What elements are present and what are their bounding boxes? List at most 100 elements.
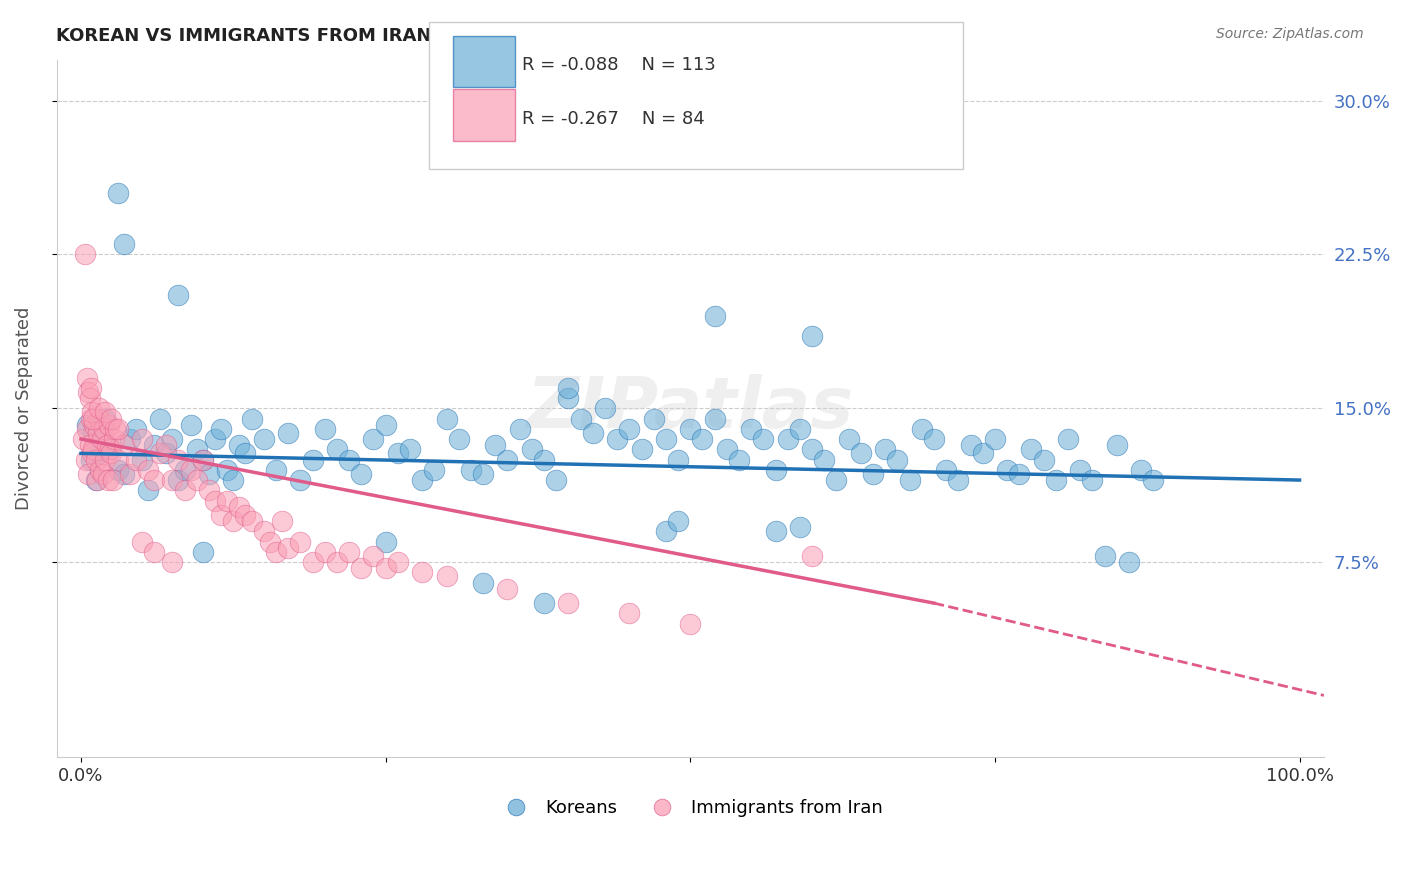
Point xyxy=(93,422,115,436)
Point xyxy=(557,391,579,405)
Point xyxy=(228,500,250,514)
Point xyxy=(1094,549,1116,563)
Point xyxy=(472,575,495,590)
Point xyxy=(789,422,811,436)
Point xyxy=(98,442,121,457)
Point xyxy=(87,425,110,440)
Point xyxy=(112,438,135,452)
Point xyxy=(89,446,111,460)
Point xyxy=(228,438,250,452)
Point xyxy=(73,247,96,261)
Point xyxy=(1118,555,1140,569)
Point xyxy=(948,473,970,487)
Point xyxy=(264,463,287,477)
Point xyxy=(277,541,299,555)
Point xyxy=(136,483,159,498)
Point xyxy=(83,417,105,432)
Point xyxy=(162,473,184,487)
Point xyxy=(235,508,257,522)
Point xyxy=(533,452,555,467)
Point xyxy=(136,463,159,477)
Point xyxy=(277,425,299,440)
Point xyxy=(94,411,117,425)
Point xyxy=(131,534,153,549)
Point xyxy=(217,463,239,477)
Point xyxy=(801,549,824,563)
Text: KOREAN VS IMMIGRANTS FROM IRAN DIVORCED OR SEPARATED CORRELATION CHART: KOREAN VS IMMIGRANTS FROM IRAN DIVORCED … xyxy=(56,27,922,45)
Point xyxy=(173,463,195,477)
Point xyxy=(198,483,221,498)
Point xyxy=(186,473,208,487)
Point xyxy=(801,329,824,343)
Point xyxy=(533,596,555,610)
Point xyxy=(104,422,127,436)
Point xyxy=(82,442,104,457)
Point xyxy=(76,422,98,436)
Point xyxy=(1081,473,1104,487)
Point xyxy=(155,446,177,460)
Point xyxy=(75,452,97,467)
Point xyxy=(813,452,835,467)
Point xyxy=(1142,473,1164,487)
Point xyxy=(76,370,98,384)
Point xyxy=(191,452,214,467)
Point xyxy=(204,432,226,446)
Point xyxy=(350,467,373,481)
Point xyxy=(363,549,385,563)
Point xyxy=(149,446,172,460)
Point xyxy=(886,452,908,467)
Point xyxy=(301,452,323,467)
Point xyxy=(666,452,689,467)
Point xyxy=(619,422,641,436)
Point xyxy=(112,467,135,481)
Point xyxy=(100,442,122,457)
Point xyxy=(728,452,751,467)
Point xyxy=(209,508,232,522)
Point xyxy=(326,555,349,569)
Point xyxy=(509,422,531,436)
Point xyxy=(259,534,281,549)
Point xyxy=(326,442,349,457)
Point xyxy=(198,467,221,481)
Point xyxy=(898,473,921,487)
Point xyxy=(972,446,994,460)
Point xyxy=(1069,463,1091,477)
Point xyxy=(76,417,98,432)
Text: Source: ZipAtlas.com: Source: ZipAtlas.com xyxy=(1216,27,1364,41)
Point xyxy=(801,442,824,457)
Point xyxy=(679,616,702,631)
Point xyxy=(101,473,124,487)
Point xyxy=(100,411,122,425)
Point xyxy=(374,417,396,432)
Point xyxy=(240,514,263,528)
Point xyxy=(103,432,125,446)
Point xyxy=(922,432,945,446)
Point xyxy=(94,405,117,419)
Point xyxy=(1032,452,1054,467)
Text: ZIPatlas: ZIPatlas xyxy=(527,374,853,442)
Point xyxy=(290,473,312,487)
Point xyxy=(84,452,107,467)
Point xyxy=(96,438,118,452)
Point xyxy=(186,442,208,457)
Point xyxy=(411,566,433,580)
Point xyxy=(911,422,934,436)
Point xyxy=(411,473,433,487)
Point xyxy=(264,545,287,559)
Point xyxy=(692,432,714,446)
Point xyxy=(173,483,195,498)
Point xyxy=(222,473,245,487)
Point xyxy=(191,545,214,559)
Point xyxy=(290,534,312,549)
Point xyxy=(374,561,396,575)
Point xyxy=(350,561,373,575)
Point xyxy=(1057,432,1080,446)
Point xyxy=(752,432,775,446)
Point xyxy=(107,463,129,477)
Text: R = -0.267    N = 84: R = -0.267 N = 84 xyxy=(522,110,704,128)
Point xyxy=(546,473,568,487)
Point xyxy=(740,422,762,436)
Y-axis label: Divorced or Separated: Divorced or Separated xyxy=(15,307,32,510)
Point xyxy=(167,452,190,467)
Point xyxy=(1045,473,1067,487)
